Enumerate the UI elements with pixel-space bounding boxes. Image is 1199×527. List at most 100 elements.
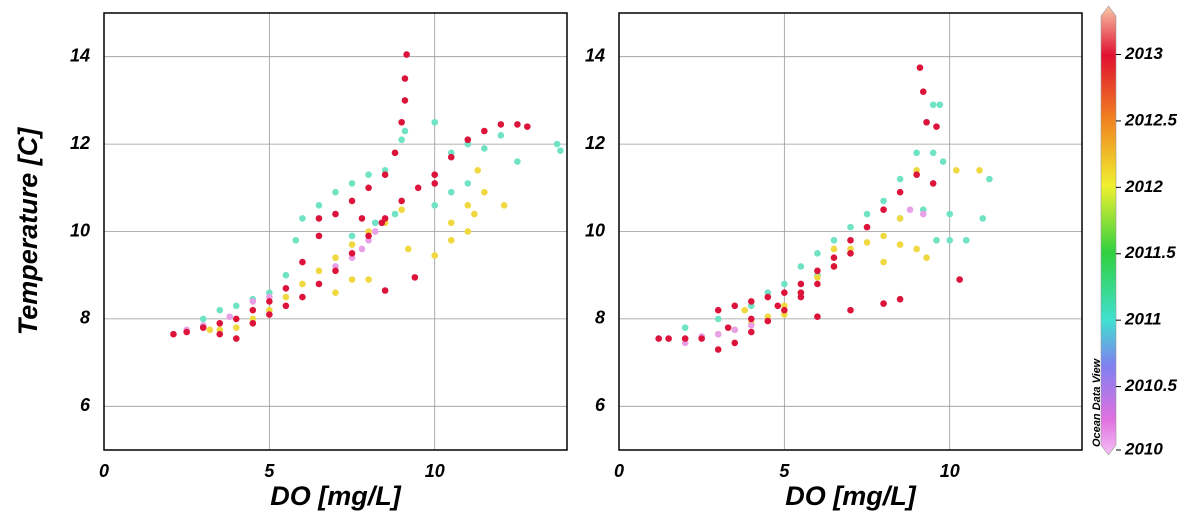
data-point — [401, 75, 409, 82]
data-point — [232, 324, 240, 331]
data-point — [371, 228, 379, 235]
data-point — [896, 295, 904, 303]
data-point — [797, 263, 805, 270]
data-point — [481, 145, 488, 152]
data-point — [315, 232, 323, 240]
data-point — [847, 250, 854, 257]
data-point — [398, 206, 405, 213]
data-point — [655, 335, 662, 342]
data-point — [381, 171, 389, 178]
data-point — [282, 293, 290, 301]
data-point — [332, 188, 339, 196]
data-point — [447, 219, 455, 227]
data-point — [447, 188, 455, 196]
data-point — [332, 289, 339, 296]
y-tick-label: 10 — [70, 220, 90, 240]
data-point — [939, 158, 947, 165]
data-point — [398, 136, 405, 144]
data-point — [665, 335, 672, 342]
data-point — [962, 236, 970, 244]
data-point — [929, 180, 937, 187]
data-point — [431, 201, 439, 209]
colorbar-label: 2010 — [1124, 439, 1163, 458]
colorbar-label: 2012 — [1124, 177, 1163, 196]
data-point — [747, 298, 755, 305]
data-point — [913, 245, 920, 253]
data-point — [681, 335, 689, 342]
x-axis-label: DO [mg/L] — [785, 481, 916, 511]
plot-frame — [618, 12, 1083, 451]
data-point — [814, 313, 821, 321]
data-point — [401, 97, 409, 104]
data-point — [797, 280, 805, 288]
data-point — [299, 258, 306, 266]
y-tick-label: 12 — [585, 133, 605, 153]
data-point — [371, 219, 379, 227]
data-point — [933, 236, 940, 244]
data-point — [916, 64, 924, 71]
colorbar-label: 2012.5 — [1124, 110, 1178, 129]
data-point — [913, 149, 920, 157]
data-point — [986, 175, 993, 183]
data-point — [365, 184, 372, 192]
y-tick-label: 8 — [595, 308, 605, 328]
colorbar-label: 2011.5 — [1124, 243, 1176, 262]
data-point — [781, 306, 788, 314]
data-point — [880, 300, 887, 307]
data-point — [946, 210, 954, 218]
data-point — [741, 306, 748, 314]
data-point — [814, 280, 821, 288]
data-point — [381, 287, 389, 294]
x-tick-label: 5 — [779, 461, 790, 481]
data-point — [431, 171, 439, 178]
y-tick-label: 8 — [80, 308, 90, 328]
data-point — [714, 315, 722, 323]
data-point — [266, 298, 273, 305]
data-point — [226, 313, 233, 321]
data-point — [282, 271, 290, 279]
data-point — [923, 254, 930, 262]
data-point — [299, 215, 306, 222]
data-point — [249, 306, 257, 314]
y-axis-label: Temperature [C] — [13, 127, 43, 336]
data-point — [216, 330, 224, 338]
data-point — [471, 210, 478, 218]
colorbar — [1100, 5, 1117, 456]
data-point — [747, 315, 755, 323]
data-point — [830, 263, 838, 270]
data-point — [401, 127, 409, 135]
data-point — [249, 298, 257, 305]
data-point — [378, 219, 386, 227]
y-tick-label: 14 — [70, 45, 90, 65]
colorbar-label: 2010.5 — [1124, 376, 1178, 395]
data-point — [731, 326, 739, 334]
data-point — [464, 180, 472, 187]
data-point — [183, 328, 190, 336]
data-point — [398, 197, 405, 205]
data-point — [953, 167, 960, 174]
data-point — [365, 232, 372, 240]
data-point — [348, 197, 356, 205]
data-point — [956, 276, 963, 283]
data-point — [714, 306, 722, 314]
data-point — [514, 158, 521, 165]
data-point — [358, 215, 366, 222]
data-point — [474, 167, 482, 174]
data-point — [332, 254, 339, 262]
data-point — [315, 267, 323, 275]
data-point — [714, 346, 722, 353]
x-tick-label: 0 — [614, 461, 624, 481]
data-point — [315, 215, 323, 222]
data-point — [880, 232, 887, 240]
data-point — [216, 306, 224, 314]
data-point — [906, 206, 914, 213]
colorbar-label: 2011 — [1124, 310, 1162, 329]
data-point — [199, 324, 207, 331]
data-point — [497, 121, 505, 128]
data-point — [464, 228, 472, 235]
data-point — [199, 315, 207, 323]
data-point — [216, 319, 224, 327]
data-point — [933, 123, 940, 130]
colorbar-title: Ocean Data View — [1091, 357, 1103, 447]
